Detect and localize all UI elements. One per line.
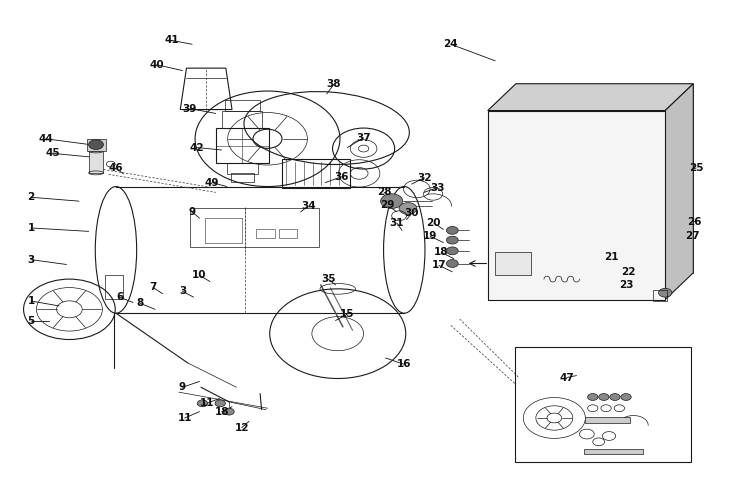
- Bar: [216, 128, 269, 163]
- Text: 38: 38: [326, 79, 341, 89]
- Text: 42: 42: [190, 143, 205, 152]
- Text: 8: 8: [137, 298, 144, 309]
- Circle shape: [447, 236, 459, 244]
- Text: 45: 45: [46, 148, 60, 158]
- Text: 3: 3: [27, 255, 35, 265]
- Bar: [278, 229, 297, 238]
- Text: 18: 18: [434, 247, 448, 257]
- Text: 9: 9: [188, 207, 196, 217]
- Text: 9: 9: [179, 382, 186, 392]
- Text: 33: 33: [430, 182, 444, 193]
- Polygon shape: [487, 84, 693, 111]
- Text: 2: 2: [27, 192, 35, 202]
- Text: 35: 35: [321, 274, 335, 284]
- Bar: [227, 163, 258, 174]
- Bar: [88, 151, 103, 173]
- Circle shape: [610, 393, 620, 400]
- Text: 12: 12: [234, 423, 249, 433]
- Text: 16: 16: [397, 359, 412, 369]
- Circle shape: [447, 247, 459, 255]
- Text: 11: 11: [200, 398, 214, 408]
- Bar: [231, 173, 255, 182]
- Bar: [495, 252, 531, 275]
- Text: 6: 6: [116, 292, 123, 302]
- Text: 47: 47: [559, 372, 574, 383]
- Text: 7: 7: [149, 282, 157, 293]
- Text: 18: 18: [214, 407, 229, 416]
- Text: 27: 27: [686, 231, 700, 241]
- Circle shape: [447, 226, 459, 234]
- Bar: [585, 417, 630, 423]
- Text: 39: 39: [183, 103, 197, 114]
- Text: 46: 46: [108, 163, 123, 173]
- Bar: [257, 229, 275, 238]
- Text: 49: 49: [205, 178, 220, 188]
- Text: 36: 36: [334, 172, 349, 182]
- Bar: [222, 111, 263, 128]
- Circle shape: [215, 400, 226, 407]
- Bar: [225, 100, 260, 111]
- Text: 17: 17: [432, 261, 447, 270]
- Bar: [584, 449, 643, 454]
- Text: 11: 11: [177, 413, 192, 423]
- Bar: [105, 275, 123, 298]
- Text: 20: 20: [427, 218, 441, 228]
- Text: 44: 44: [39, 134, 53, 144]
- Text: 41: 41: [164, 35, 179, 46]
- Circle shape: [224, 408, 234, 415]
- Circle shape: [621, 393, 631, 400]
- Text: 22: 22: [621, 267, 635, 277]
- Text: 32: 32: [417, 173, 432, 183]
- Polygon shape: [516, 84, 693, 273]
- Circle shape: [447, 260, 459, 268]
- Text: 28: 28: [377, 187, 392, 197]
- Text: 19: 19: [423, 231, 437, 241]
- Bar: [282, 159, 350, 188]
- Text: 31: 31: [390, 218, 404, 228]
- Text: 21: 21: [604, 252, 619, 262]
- Circle shape: [399, 202, 417, 214]
- Text: 10: 10: [192, 270, 207, 280]
- Text: 29: 29: [380, 200, 395, 210]
- Text: 24: 24: [444, 39, 458, 49]
- Bar: [487, 111, 666, 299]
- Text: 1: 1: [27, 296, 35, 306]
- Text: 37: 37: [356, 133, 371, 143]
- Circle shape: [659, 288, 672, 297]
- Text: 34: 34: [301, 201, 315, 211]
- Bar: [190, 208, 319, 247]
- Text: 3: 3: [179, 286, 186, 296]
- Text: 40: 40: [149, 60, 164, 70]
- Text: 15: 15: [340, 309, 355, 319]
- Bar: [654, 290, 667, 301]
- Circle shape: [88, 140, 103, 149]
- Text: 26: 26: [688, 217, 702, 226]
- Text: 30: 30: [404, 208, 419, 219]
- Circle shape: [599, 393, 609, 400]
- Circle shape: [381, 194, 403, 208]
- Text: 1: 1: [27, 223, 35, 233]
- Polygon shape: [666, 84, 693, 299]
- Text: 25: 25: [689, 163, 703, 173]
- Text: 5: 5: [27, 316, 35, 325]
- Bar: [87, 139, 105, 151]
- Circle shape: [588, 393, 598, 400]
- Bar: [515, 347, 691, 462]
- Circle shape: [197, 400, 208, 407]
- Text: 23: 23: [619, 280, 633, 290]
